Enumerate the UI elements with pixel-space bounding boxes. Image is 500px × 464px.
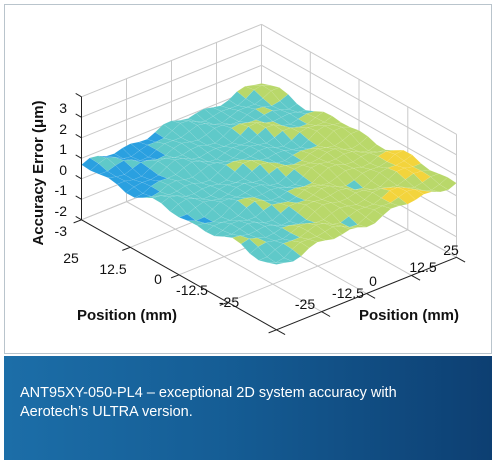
x-tick: 0 [154,271,162,287]
z-tick: -2 [55,203,68,219]
y-axis-title: Position (mm) [359,307,459,324]
error-surface [81,83,457,265]
z-tick: 1 [59,141,67,157]
z-tick: 0 [59,162,67,178]
y-tick: 0 [369,273,377,289]
caption-line-2: Aerotech’s ULTRA version. [20,404,193,420]
z-axis-title: Accuracy Error (μm) [30,100,47,245]
z-tick: 2 [59,121,67,137]
x-tick-mark [122,246,131,251]
z-tick: 3 [59,100,67,116]
y-tick-mark [456,256,466,263]
y-tick-mark [366,293,376,299]
surface-patch [357,216,376,228]
x-tick: 12.5 [99,261,126,277]
y-tick: 25 [443,242,459,258]
figure-panel: 3 2 1 0 -1 -2 -3 Accuracy Error (μm) 25 … [4,4,492,354]
y-tick-mark [411,274,421,281]
z-tick: -1 [55,182,68,198]
z-tick: -3 [55,223,68,239]
surface-patch [349,224,367,228]
surface-patch [381,202,400,209]
surface-patch [291,241,310,257]
z-tick-mark [75,92,82,98]
surface-patch [307,236,327,243]
z-tick-mark [75,113,82,118]
x-tick: 25 [63,250,79,266]
surface-patch [365,209,384,224]
x-tick-mark [170,274,180,279]
x-tick: -25 [219,294,239,310]
z-tick-mark [75,195,82,200]
z-tick-mark [75,133,82,139]
y-tick: -25 [295,296,315,312]
y-tick: -12.5 [332,285,364,301]
y-tick-mark [321,311,331,317]
y-tick: 12.5 [409,259,436,275]
z-tick-mark [75,154,82,159]
z-tick-mark [75,174,82,180]
surface-plot: 3 2 1 0 -1 -2 -3 Accuracy Error (μm) 25 … [30,23,466,336]
x-tick-mark [268,329,277,334]
caption-line-1: ANT95XY-050-PL4 – exceptional 2D system … [20,385,397,401]
surface-patch [267,262,285,265]
z-tick-mark [75,215,82,221]
x-tick-mark [73,219,82,224]
y-tick-mark [276,329,286,336]
surface-patch [439,177,457,191]
x-tick: -12.5 [176,282,208,298]
x-tick-mark [219,301,228,306]
x-axis-title: Position (mm) [77,307,177,324]
caption-band: ANT95XY-050-PL4 – exceptional 2D system … [4,356,492,460]
axes-lines [73,92,466,336]
